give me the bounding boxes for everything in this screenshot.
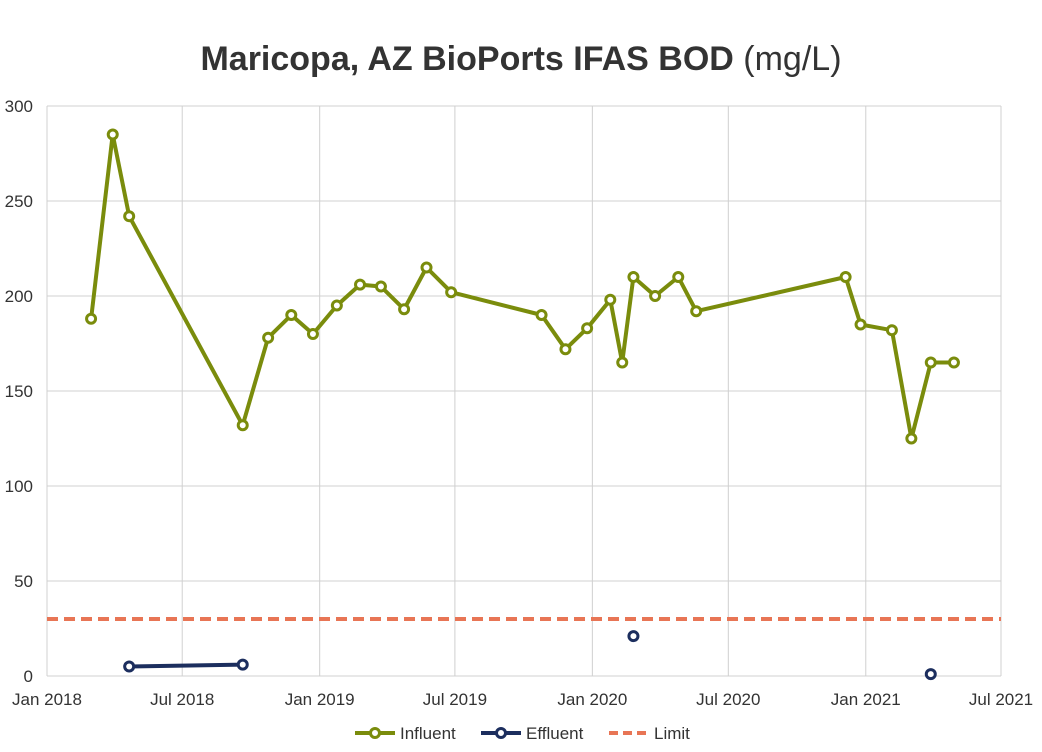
effluent-point	[924, 668, 937, 681]
influent-point	[398, 303, 411, 316]
influent-point	[672, 271, 685, 283]
series-lines	[89, 132, 954, 669]
x-tick-label: Jan 2020	[557, 690, 627, 709]
influent-point	[616, 356, 629, 369]
influent-point	[106, 128, 119, 141]
influent-point	[649, 290, 662, 302]
influent-point	[445, 286, 458, 299]
y-axis-tick-labels: 0 50 100 150 200 250 300	[5, 97, 33, 686]
effluent-line	[129, 662, 243, 669]
y-tick-label: 0	[24, 667, 33, 686]
influent-point	[905, 432, 918, 445]
x-tick-label: Jul 2021	[969, 690, 1033, 709]
influent-point	[420, 261, 433, 274]
x-tick-label: Jan 2021	[831, 690, 901, 709]
legend-effluent-label: Effluent	[526, 724, 584, 743]
influent-point	[839, 271, 852, 283]
y-tick-label: 250	[5, 192, 33, 211]
influent-point	[354, 278, 367, 291]
x-axis-tick-labels: Jan 2018 Jul 2018 Jan 2019 Jul 2019 Jan 2020…	[12, 690, 1033, 709]
gridlines	[46, 105, 1002, 677]
x-tick-label: Jan 2019	[285, 690, 355, 709]
influent-line	[89, 132, 954, 441]
influent-point	[854, 318, 867, 331]
x-tick-label: Jul 2018	[150, 690, 214, 709]
effluent-point	[123, 660, 136, 673]
x-tick-label: Jul 2019	[423, 690, 487, 709]
influent-point	[627, 271, 640, 283]
influent-point	[947, 356, 960, 369]
y-tick-label: 150	[5, 382, 33, 401]
legend-effluent-marker	[495, 727, 507, 739]
chart-title-unit: (mg/L)	[743, 40, 842, 78]
legend-influent-marker	[369, 727, 381, 739]
influent-point	[604, 293, 617, 306]
y-tick-label: 200	[5, 287, 33, 306]
influent-point	[285, 309, 298, 321]
influent-point	[85, 312, 98, 325]
influent-point	[123, 210, 136, 223]
y-tick-label: 50	[14, 572, 33, 591]
influent-point	[330, 299, 343, 312]
influent-point	[306, 328, 319, 340]
influent-point	[236, 419, 249, 432]
influent-point	[535, 309, 548, 321]
influent-point	[690, 305, 703, 318]
influent-point	[885, 324, 898, 337]
influent-point	[262, 331, 275, 344]
influent-point	[581, 322, 594, 335]
chart-title: Maricopa, AZ BioPorts IFAS BOD (mg/L)	[0, 40, 1042, 79]
influent-point	[559, 343, 572, 356]
legend-limit-label: Limit	[654, 724, 690, 743]
effluent-point	[627, 630, 640, 643]
influent-point	[924, 356, 937, 369]
influent-point	[374, 280, 387, 293]
x-tick-label: Jul 2020	[696, 690, 760, 709]
legend: Influent Effluent Limit	[355, 724, 690, 743]
series-points	[85, 128, 960, 681]
y-tick-label: 300	[5, 97, 33, 116]
legend-influent-label: Influent	[400, 724, 456, 743]
y-tick-label: 100	[5, 477, 33, 496]
chart-title-main: Maricopa, AZ BioPorts IFAS BOD	[200, 40, 734, 78]
effluent-point	[236, 658, 249, 671]
x-tick-label: Jan 2018	[12, 690, 82, 709]
